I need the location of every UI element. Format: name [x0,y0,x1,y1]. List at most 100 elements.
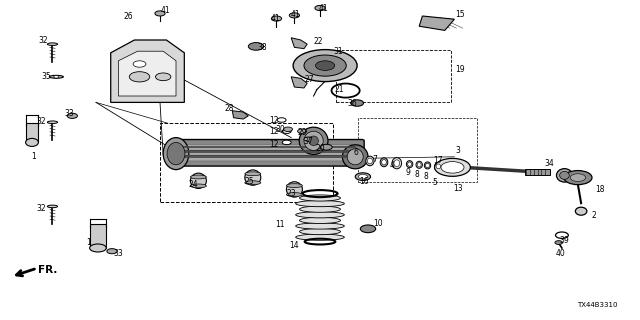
Text: 32: 32 [36,117,47,126]
Text: 19: 19 [454,65,465,74]
Ellipse shape [406,161,413,168]
Ellipse shape [245,181,261,185]
Text: 32: 32 [36,204,47,213]
Circle shape [360,225,376,233]
Circle shape [321,144,332,150]
Text: 25: 25 [244,177,255,186]
Text: 41: 41 [291,10,301,19]
Text: 11: 11 [276,220,285,229]
Circle shape [556,232,568,238]
Ellipse shape [47,205,58,208]
Polygon shape [419,16,454,30]
Ellipse shape [557,169,573,182]
Ellipse shape [287,193,303,196]
Ellipse shape [245,170,261,185]
Text: 38: 38 [257,43,268,52]
Text: 27: 27 [305,75,315,84]
Polygon shape [291,38,307,49]
Ellipse shape [308,136,319,146]
Ellipse shape [424,162,431,169]
Ellipse shape [367,158,372,164]
Circle shape [107,249,117,254]
Text: 23: 23 [286,189,296,198]
Ellipse shape [575,207,587,215]
Ellipse shape [348,149,364,165]
Text: 13: 13 [453,184,463,193]
Ellipse shape [47,43,58,45]
Text: 41: 41 [160,6,170,15]
Circle shape [133,61,146,67]
Circle shape [298,129,307,133]
Circle shape [289,13,300,18]
Circle shape [304,137,313,141]
Text: 12: 12 [269,127,278,136]
Text: 1: 1 [31,152,36,161]
Circle shape [570,174,586,181]
Ellipse shape [300,217,340,223]
Text: 35: 35 [41,72,51,81]
Ellipse shape [47,121,58,124]
Text: 20: 20 [315,144,325,153]
Text: 3: 3 [455,146,460,155]
Text: 41: 41 [318,4,328,12]
Text: 22: 22 [314,37,323,46]
Text: 10: 10 [372,220,383,228]
Ellipse shape [90,244,106,252]
Bar [358,118,477,182]
Text: 8: 8 [423,172,428,181]
Polygon shape [90,224,106,248]
Ellipse shape [191,175,206,179]
Circle shape [441,162,464,173]
Text: 39: 39 [559,236,570,245]
Text: 40: 40 [555,249,565,258]
Ellipse shape [392,158,402,169]
Circle shape [156,73,171,81]
Circle shape [54,76,59,78]
Text: 2: 2 [591,212,596,220]
Bar [160,123,333,202]
Polygon shape [111,40,184,102]
Circle shape [355,173,371,180]
Circle shape [271,16,282,21]
Ellipse shape [245,172,261,176]
Text: 16: 16 [358,177,369,186]
Circle shape [293,50,357,82]
Ellipse shape [300,127,328,155]
Ellipse shape [26,138,38,147]
Ellipse shape [300,228,340,235]
Text: 9: 9 [405,168,410,177]
Ellipse shape [300,195,340,201]
Polygon shape [118,51,176,96]
Text: 28: 28 [225,104,234,113]
Text: 1: 1 [86,238,91,247]
Ellipse shape [191,173,206,188]
Ellipse shape [381,160,387,165]
Text: 18: 18 [596,185,605,194]
Ellipse shape [304,131,323,150]
Circle shape [435,158,470,176]
Ellipse shape [436,164,441,169]
Ellipse shape [426,163,429,168]
Circle shape [129,72,150,82]
Circle shape [155,11,165,16]
Polygon shape [291,77,307,88]
Ellipse shape [296,234,344,240]
Text: 14: 14 [289,241,300,250]
Text: FR.: FR. [38,265,58,276]
Text: 30: 30 [275,125,285,134]
Circle shape [67,113,77,118]
Ellipse shape [416,161,422,168]
Text: 32: 32 [38,36,49,45]
Ellipse shape [417,163,421,167]
Text: 5: 5 [433,178,438,187]
Ellipse shape [163,138,189,170]
Ellipse shape [287,182,303,197]
Text: 26: 26 [123,12,133,21]
Text: 29: 29 [297,128,307,137]
Ellipse shape [560,172,570,179]
Circle shape [351,100,364,106]
Text: 31: 31 [333,47,343,56]
Circle shape [277,118,286,122]
Ellipse shape [296,223,344,229]
Text: TX44B3310: TX44B3310 [577,302,618,308]
